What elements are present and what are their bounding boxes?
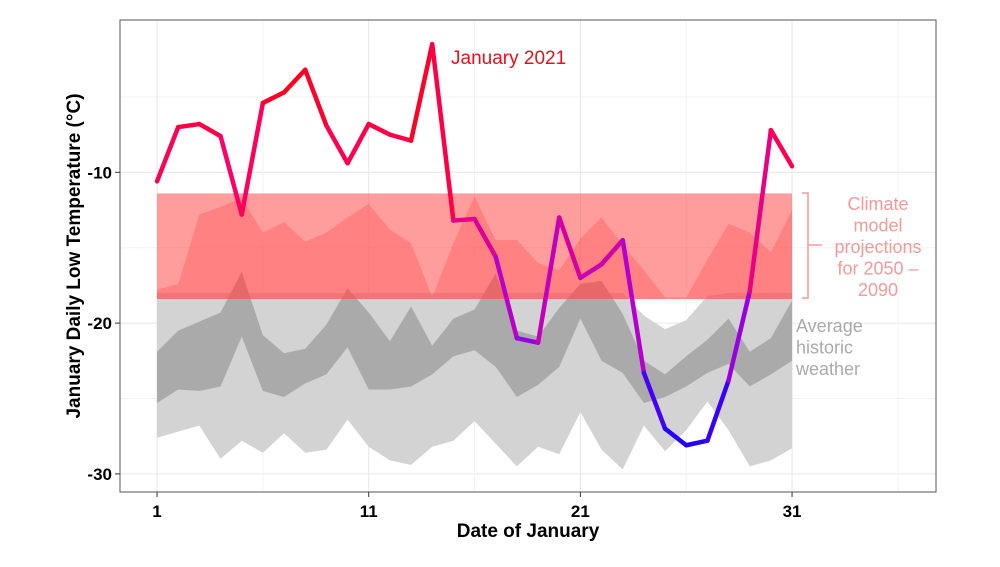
projection-bracket	[802, 192, 822, 299]
x-axis-label: Date of January	[457, 521, 600, 542]
line-segment	[218, 133, 244, 217]
historic-inner-band	[157, 271, 793, 404]
line-segment	[493, 254, 520, 341]
line-segment	[260, 90, 287, 106]
line-segment	[175, 121, 202, 130]
line-segment	[599, 237, 625, 267]
projection-band	[157, 193, 793, 299]
y-tick-label: -10	[87, 163, 112, 182]
line-segment	[641, 370, 668, 431]
line-segment	[154, 124, 181, 184]
line-segment	[768, 127, 795, 169]
line-segment	[556, 215, 583, 281]
line-segment	[683, 438, 710, 448]
historic-label-line: weather	[795, 359, 860, 379]
x-tick-label: 11	[360, 502, 378, 521]
line-segment	[366, 121, 393, 137]
line-segment	[662, 426, 689, 448]
bands	[157, 193, 793, 470]
line-segment	[345, 121, 371, 166]
x-tick-label: 31	[783, 502, 802, 521]
projection-label-line: Climate	[847, 194, 908, 214]
line-segment	[197, 121, 223, 139]
historic-label-line: historic	[796, 338, 853, 358]
line-segment	[747, 127, 774, 294]
projection-inner-band	[157, 196, 793, 299]
line-segment	[726, 289, 752, 383]
line-segment	[514, 335, 541, 345]
projection-label-line: model	[853, 216, 902, 236]
line-segment	[408, 41, 435, 143]
line-segment	[429, 41, 456, 223]
line-segment	[451, 216, 477, 223]
line-segment	[535, 215, 562, 345]
series-january-2021	[154, 41, 795, 448]
line-segment	[239, 100, 266, 217]
y-axis-label: January Daily Low Temperature (°C)	[64, 93, 85, 418]
line-segment	[578, 262, 604, 281]
line-label: January 2021	[451, 48, 566, 69]
axis-ticks: 1 11 21 31-10-20-30	[87, 163, 801, 521]
line-segment	[387, 132, 414, 143]
projection-label-line: projections	[834, 237, 921, 257]
x-tick-label: 1	[152, 502, 161, 521]
plot-border	[119, 19, 937, 493]
y-tick-label: -30	[87, 465, 112, 484]
line-segment	[302, 67, 329, 128]
y-tick-label: -20	[87, 314, 112, 333]
line-segment	[281, 67, 308, 95]
x-tick-label: 21	[571, 502, 590, 521]
projection-label-line: for 2050 –	[837, 259, 918, 279]
line-segment	[620, 237, 647, 376]
line-segment	[472, 216, 498, 260]
projection-label-line: 2090	[858, 280, 898, 300]
line-segment	[324, 123, 350, 166]
historic-label-line: Average	[796, 316, 863, 336]
line-segment	[705, 378, 731, 443]
